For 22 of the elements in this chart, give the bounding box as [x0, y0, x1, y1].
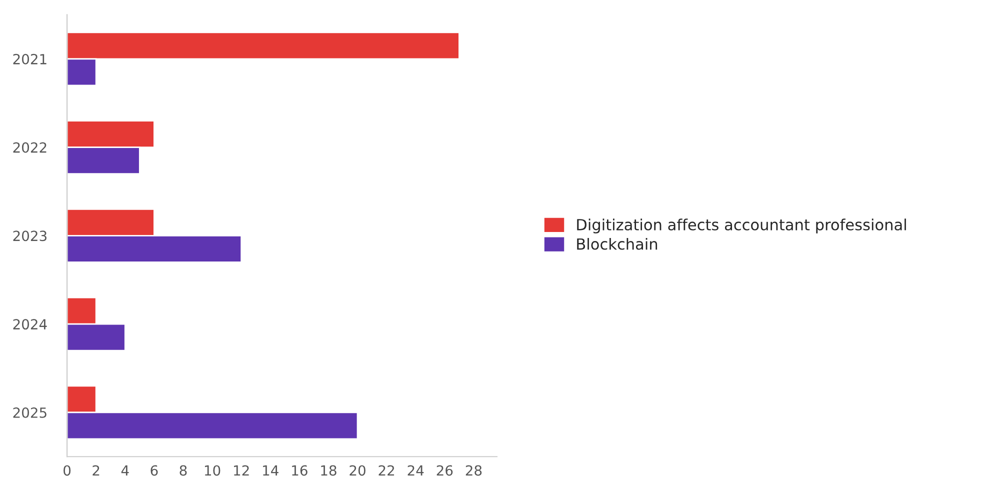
x-tick-label: 22 — [378, 465, 394, 476]
y-tick-label: 2021 — [13, 54, 46, 64]
x-tick-label: 16 — [292, 465, 308, 476]
x-tick-label: 24 — [408, 465, 424, 476]
y-tick-label: 2022 — [13, 142, 46, 153]
legend-label: Blockchain — [577, 238, 658, 250]
x-tick-label: 26 — [436, 465, 453, 476]
x-tick-label: 8 — [180, 465, 187, 476]
x-tick-label: 4 — [121, 465, 129, 476]
x-tick-label: 0 — [64, 465, 71, 476]
x-tick-label: 28 — [466, 465, 482, 476]
x-tick-label: 14 — [263, 465, 278, 476]
x-tick-label: 6 — [150, 465, 158, 476]
x-tick-label: 20 — [350, 465, 366, 476]
y-tick-label: 2024 — [13, 319, 47, 330]
y-tick-label: 2025 — [13, 407, 46, 418]
x-tick-label: 2 — [92, 465, 100, 476]
legend-label: Digitization affects accountant professional — [577, 218, 906, 234]
y-tick-label: 2023 — [13, 230, 46, 242]
x-tick-label: 18 — [321, 465, 336, 476]
x-tick-label: 10 — [204, 465, 220, 476]
x-tick-label: 12 — [234, 465, 249, 476]
